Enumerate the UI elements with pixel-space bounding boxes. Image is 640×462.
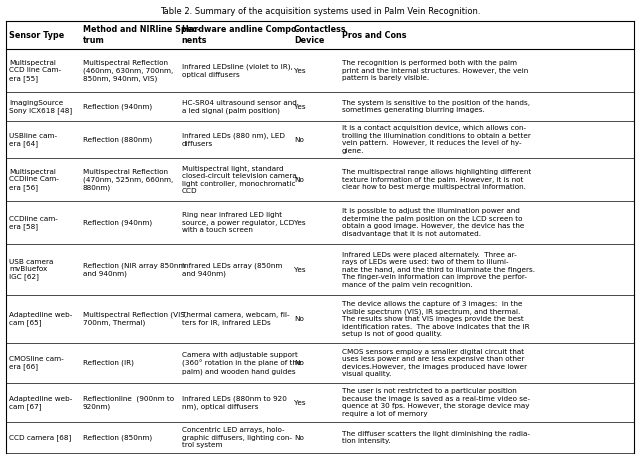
Text: Yes: Yes (294, 267, 305, 273)
Text: CMOSline cam-
era [66]: CMOSline cam- era [66] (9, 356, 64, 370)
Text: USB camera
mvBluefox
IGC [62]: USB camera mvBluefox IGC [62] (9, 259, 53, 280)
Text: No: No (294, 316, 303, 322)
Text: Reflectionline  (900nm to
920nm): Reflectionline (900nm to 920nm) (83, 395, 173, 410)
Text: Adaptedline web-
cam [65]: Adaptedline web- cam [65] (9, 312, 72, 326)
Text: Infrared LEDsline (violet to IR),
optical diffusers: Infrared LEDsline (violet to IR), optica… (182, 64, 292, 78)
Text: Method and NIRline Spec-
trum: Method and NIRline Spec- trum (83, 25, 200, 45)
Text: HC-SR04 ultrasound sensor and
a led signal (palm position): HC-SR04 ultrasound sensor and a led sign… (182, 100, 296, 114)
Text: Concentric LED arrays, holo-
graphic diffusers, lighting con-
trol system: Concentric LED arrays, holo- graphic dif… (182, 427, 292, 448)
Text: Infrared LEDs were placed alternately.  Three ar-
rays of LEDs were used: two of: Infrared LEDs were placed alternately. T… (342, 251, 535, 287)
Text: Yes: Yes (294, 220, 305, 226)
Text: Yes: Yes (294, 68, 305, 74)
Text: Contactless
Device: Contactless Device (294, 25, 346, 45)
Text: Ring near infrared LED light
source, a power regulator, LCD
with a touch screen: Ring near infrared LED light source, a p… (182, 212, 294, 233)
Text: CMOS sensors employ a smaller digital circuit that
uses less power and are less : CMOS sensors employ a smaller digital ci… (342, 349, 527, 377)
Text: Reflection (850nm): Reflection (850nm) (83, 434, 152, 441)
Text: The multispectral range allows highlighting different
texture information of the: The multispectral range allows highlight… (342, 169, 531, 190)
Text: Reflection (NIR array 850nm
and 940nm): Reflection (NIR array 850nm and 940nm) (83, 262, 185, 277)
Text: ImagingSource
Sony ICX618 [48]: ImagingSource Sony ICX618 [48] (9, 99, 72, 114)
Text: Multispectral Reflection
(460nm, 630nm, 700nm,
850nm, 940nm, VIS): Multispectral Reflection (460nm, 630nm, … (83, 60, 173, 82)
Text: Adaptedline web-
cam [67]: Adaptedline web- cam [67] (9, 395, 72, 410)
Text: CCDline cam-
era [58]: CCDline cam- era [58] (9, 216, 58, 230)
Text: Table 2. Summary of the acquisition systems used in Palm Vein Recognition.: Table 2. Summary of the acquisition syst… (160, 7, 480, 16)
Text: It is possible to adjust the illumination power and
determine the palm position : It is possible to adjust the illuminatio… (342, 208, 524, 237)
Text: No: No (294, 177, 303, 183)
Text: No: No (294, 137, 303, 143)
Text: Infrared LEDs (880nm to 920
nm), optical diffusers: Infrared LEDs (880nm to 920 nm), optical… (182, 395, 287, 410)
Text: Pros and Cons: Pros and Cons (342, 30, 406, 40)
Text: Multispectral light, standard
closed-circuit television camera,
light controller: Multispectral light, standard closed-cir… (182, 165, 299, 194)
Text: Reflection (880nm): Reflection (880nm) (83, 136, 152, 143)
Text: The diffuser scatters the light diminishing the radia-
tion intensity.: The diffuser scatters the light diminish… (342, 431, 530, 444)
Text: Reflection (940nm): Reflection (940nm) (83, 103, 152, 110)
Text: No: No (294, 360, 303, 366)
Text: Multispectral Reflection
(470nm, 525nm, 660nm,
880nm): Multispectral Reflection (470nm, 525nm, … (83, 169, 173, 191)
Text: Infrared LEDs array (850nm
and 940nm): Infrared LEDs array (850nm and 940nm) (182, 262, 282, 277)
Text: Reflection (IR): Reflection (IR) (83, 360, 133, 366)
Text: The system is sensitive to the position of the hands,
sometimes generating blurr: The system is sensitive to the position … (342, 100, 530, 113)
Text: Reflection (940nm): Reflection (940nm) (83, 219, 152, 226)
Text: Infrared LEDs (880 nm), LED
diffusers: Infrared LEDs (880 nm), LED diffusers (182, 133, 285, 146)
Text: Multispectral
CCDline Cam-
era [56]: Multispectral CCDline Cam- era [56] (9, 169, 59, 191)
Text: It is a contact acquisition device, which allows con-
trolling the illumination : It is a contact acquisition device, whic… (342, 125, 531, 154)
Text: Thermal camera, webcam, fil-
ters for IR, infrared LEDs: Thermal camera, webcam, fil- ters for IR… (182, 312, 289, 326)
Text: Multispectral Reflection (VIS,
700nm, Thermal): Multispectral Reflection (VIS, 700nm, Th… (83, 312, 187, 326)
Text: Camera with adjustable support
(360° rotation in the plane of the
palm) and wood: Camera with adjustable support (360° rot… (182, 352, 301, 375)
Text: USBline cam-
era [64]: USBline cam- era [64] (9, 133, 57, 147)
Text: No: No (294, 435, 303, 441)
Text: Yes: Yes (294, 103, 305, 109)
Text: CCD camera [68]: CCD camera [68] (9, 434, 71, 441)
Text: The user is not restricted to a particular position
because the image is saved a: The user is not restricted to a particul… (342, 389, 530, 417)
Text: Sensor Type: Sensor Type (9, 30, 64, 40)
Text: Hardware andline Compo-
nents: Hardware andline Compo- nents (182, 25, 300, 45)
Text: Yes: Yes (294, 400, 305, 406)
Text: Multispectral
CCD line Cam-
era [55]: Multispectral CCD line Cam- era [55] (9, 60, 61, 82)
Text: The device allows the capture of 3 images:  in the
visible spectrum (VIS), IR sp: The device allows the capture of 3 image… (342, 301, 529, 337)
Text: The recognition is performed both with the palm
print and the internal structure: The recognition is performed both with t… (342, 61, 528, 81)
